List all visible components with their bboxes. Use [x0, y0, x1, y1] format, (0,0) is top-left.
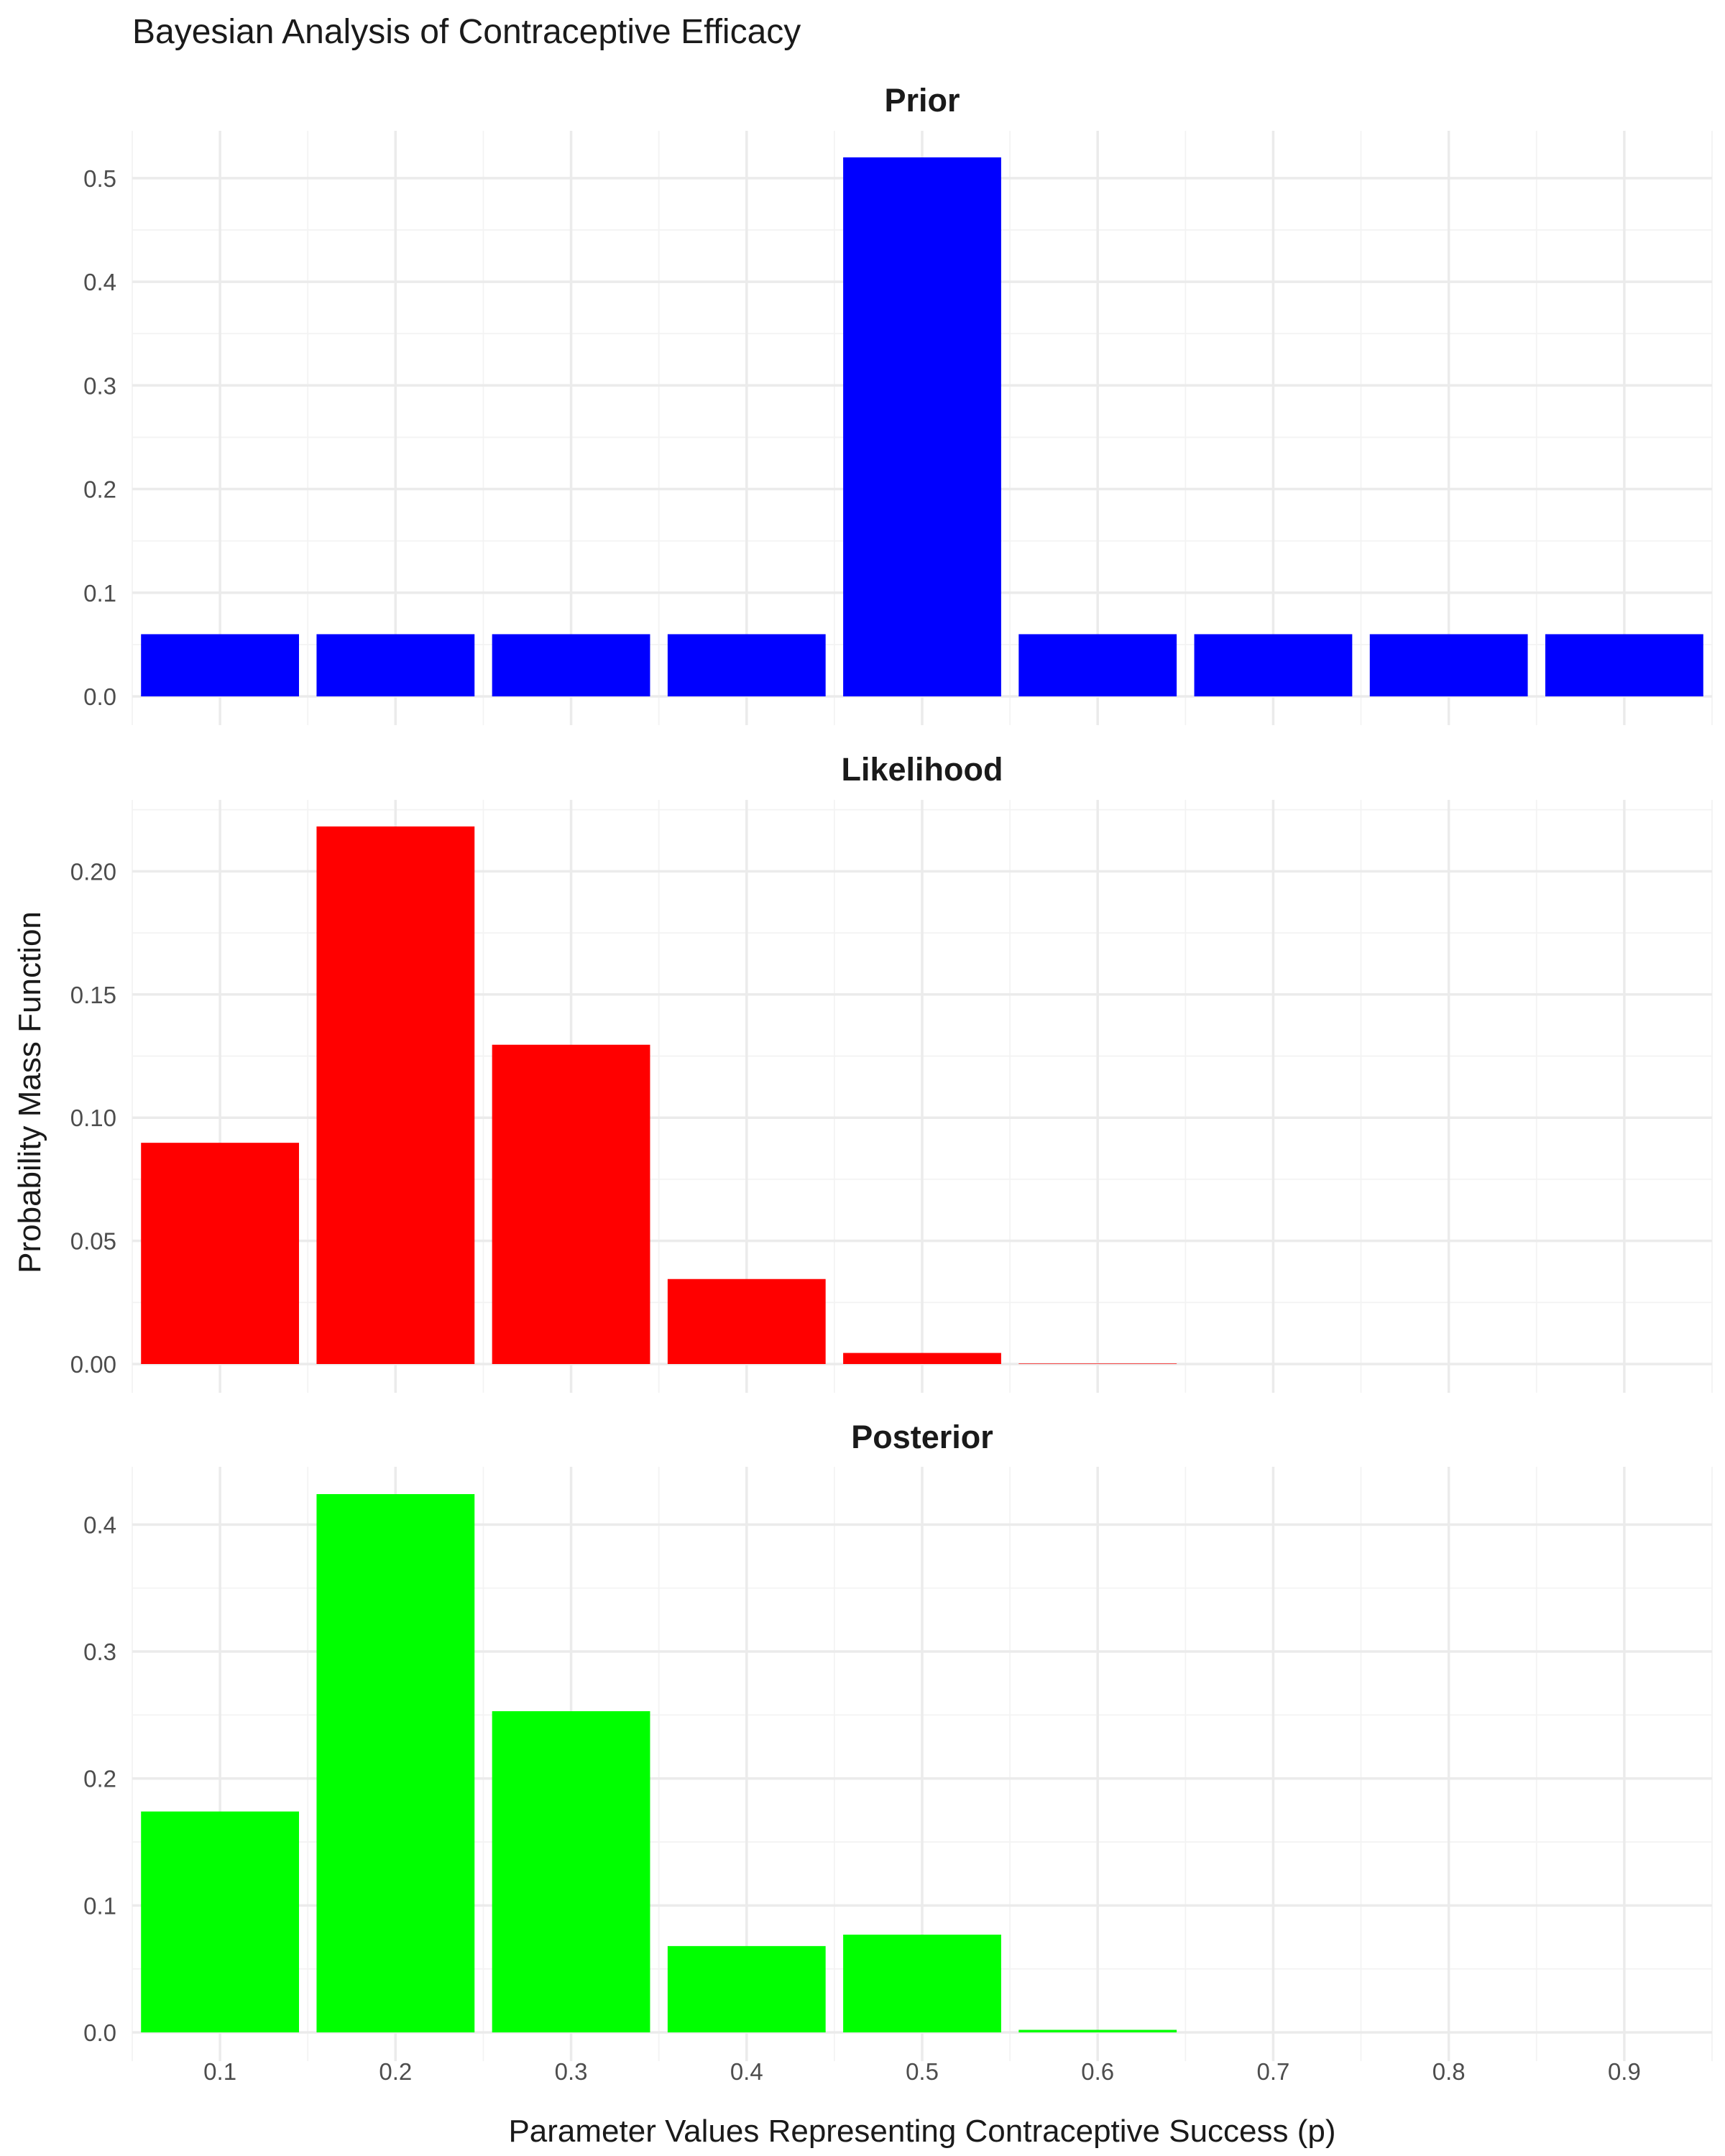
- x-axis-ticks: 0.1 0.2 0.3 0.4 0.5 0.6 0.7 0.8 0.9: [203, 2058, 1641, 2085]
- x-tick-label: 0.4: [730, 2058, 763, 2085]
- bar: [316, 1494, 475, 2032]
- bar: [667, 1279, 826, 1364]
- bar: [492, 1044, 650, 1364]
- bar: [667, 1945, 826, 2032]
- x-tick-label: 0.8: [1432, 2058, 1466, 2085]
- bar: [141, 1811, 300, 2032]
- y-tick-label: 0.10: [70, 1105, 116, 1131]
- x-tick-label: 0.9: [1608, 2058, 1641, 2085]
- y-tick-label: 0.3: [83, 1639, 116, 1665]
- y-tick-label: 0.1: [83, 1892, 116, 1919]
- facet-likelihood: 0.00 0.05 0.10 0.15 0.20 Likelihood: [70, 751, 1713, 1393]
- y-tick-label: 0.5: [83, 165, 116, 192]
- facet-title: Likelihood: [842, 751, 1003, 788]
- bar: [843, 1353, 1001, 1364]
- bar: [492, 634, 650, 696]
- bar: [316, 826, 475, 1364]
- y-tick-label: 0.15: [70, 982, 116, 1008]
- facet-title: Prior: [884, 82, 960, 119]
- y-tick-label: 0.0: [83, 2019, 116, 2046]
- bar: [1018, 634, 1177, 696]
- bar: [492, 1711, 650, 2032]
- bar: [843, 1934, 1001, 2032]
- y-tick-label: 0.4: [83, 269, 116, 295]
- facet-prior: 0.0 0.1 0.2 0.3 0.4 0.5 Prior: [83, 82, 1713, 725]
- bar: [316, 634, 475, 696]
- facet-panels: 0.00.10.20.30.40.5Prior0.000.050.100.150…: [70, 82, 1713, 2085]
- chart-title: Bayesian Analysis of Contraceptive Effic…: [132, 13, 801, 51]
- facet-posterior: 0.0 0.1 0.2 0.3 0.4 Posterior: [83, 1419, 1713, 2061]
- x-tick-label: 0.7: [1257, 2058, 1290, 2085]
- y-tick-label: 0.1: [83, 580, 116, 607]
- y-tick-label: 0.0: [83, 683, 116, 710]
- bar: [1194, 634, 1353, 696]
- y-axis-label: Probability Mass Function: [12, 911, 47, 1273]
- y-tick-label: 0.00: [70, 1351, 116, 1378]
- bar: [1018, 1363, 1177, 1364]
- bar: [141, 1143, 300, 1364]
- y-tick-label: 0.20: [70, 858, 116, 885]
- x-tick-label: 0.5: [906, 2058, 939, 2085]
- x-tick-label: 0.3: [555, 2058, 588, 2085]
- y-tick-label: 0.3: [83, 372, 116, 399]
- x-tick-label: 0.2: [379, 2058, 412, 2085]
- bar: [1369, 634, 1528, 696]
- x-tick-label: 0.1: [203, 2058, 236, 2085]
- y-tick-label: 0.2: [83, 1766, 116, 1792]
- y-tick-label: 0.05: [70, 1228, 116, 1255]
- x-axis-label: Parameter Values Representing Contracept…: [508, 2114, 1335, 2149]
- facet-title: Posterior: [851, 1419, 993, 1455]
- bar: [141, 634, 300, 696]
- bar: [1018, 2030, 1177, 2032]
- y-tick-label: 0.2: [83, 476, 116, 503]
- x-tick-label: 0.6: [1081, 2058, 1114, 2085]
- bar: [1545, 634, 1703, 696]
- y-tick-label: 0.4: [83, 1511, 116, 1538]
- bar: [667, 634, 826, 696]
- bar: [843, 157, 1001, 696]
